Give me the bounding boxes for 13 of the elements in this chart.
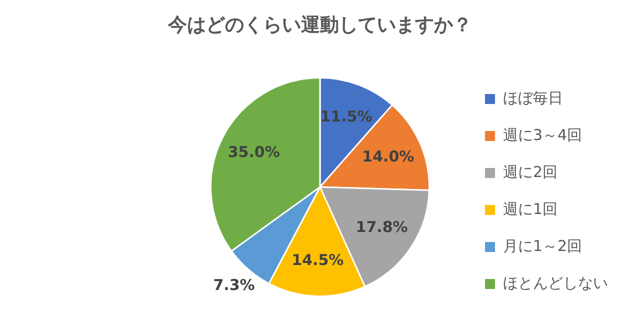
legend-label: ほとんどしない [503,274,608,293]
data-label: 11.5% [320,107,372,126]
data-label: 14.0% [362,147,414,166]
legend-label: 月に1～2回 [503,237,582,256]
legend-label: ほぼ毎日 [503,89,563,108]
legend-label: 週に3～4回 [503,126,582,145]
data-label: 14.5% [292,251,344,270]
chart-title: 今はどのくらい運動していますか？ [166,13,473,38]
legend-label: 週に2回 [503,163,558,182]
data-label: 7.3% [213,276,255,294]
legend-label: 週に1回 [503,200,558,219]
data-label: 17.8% [356,218,408,236]
data-label: 35.0% [228,143,280,162]
